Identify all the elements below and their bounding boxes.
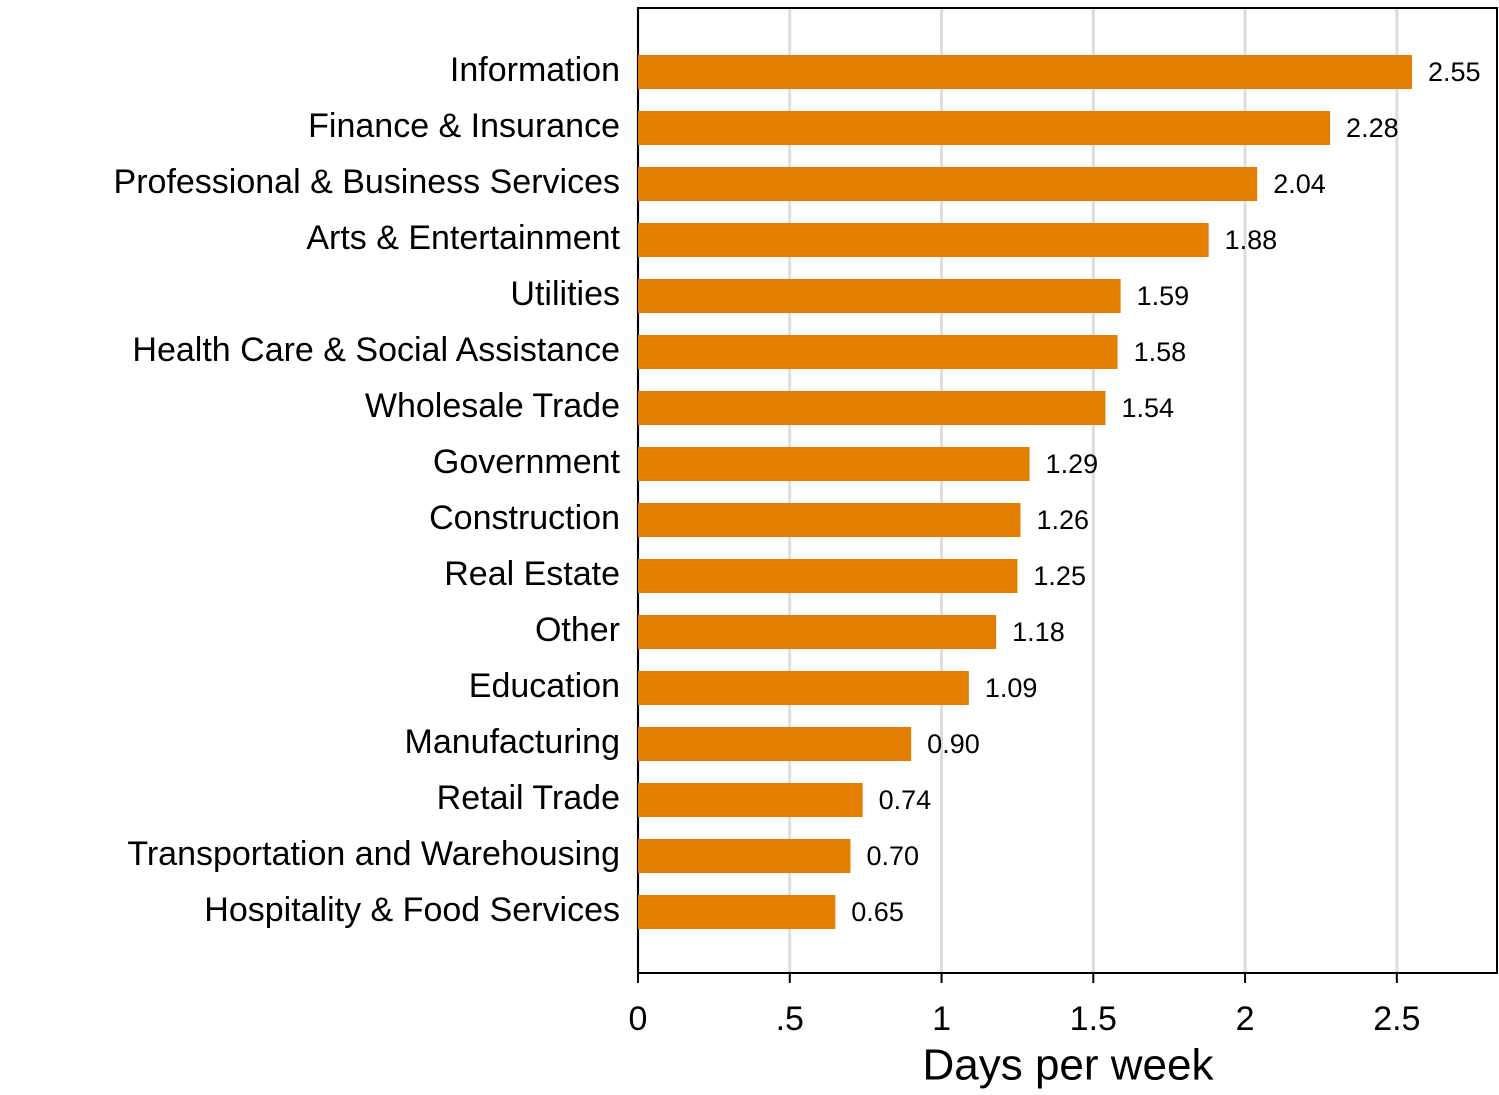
bar [638,503,1021,537]
y-tick-label: Other [535,611,620,649]
value-label: 2.04 [1273,169,1326,199]
value-label: 1.54 [1121,393,1174,423]
y-tick-label: Retail Trade [437,779,620,817]
bar [638,279,1121,313]
x-tick-label: 0 [629,1000,648,1038]
x-tick-label: 1.5 [1070,1000,1117,1038]
value-label: 1.18 [1012,617,1065,647]
value-label: 1.25 [1033,561,1086,591]
value-label: 0.90 [927,729,980,759]
value-label: 0.70 [866,841,919,871]
value-label: 1.88 [1225,225,1278,255]
value-label: 1.59 [1137,281,1190,311]
y-tick-label: Manufacturing [405,723,620,761]
value-label: 2.55 [1428,57,1481,87]
value-label: 2.28 [1346,113,1399,143]
bar [638,839,851,873]
value-label: 0.65 [851,897,904,927]
x-tick-label: 2 [1236,1000,1255,1038]
y-tick-label: Wholesale Trade [365,387,620,425]
x-axis-title: Days per week [922,1041,1214,1090]
y-tick-label: Government [433,443,621,481]
y-tick-label: Finance & Insurance [308,107,620,145]
bar [638,335,1118,369]
bar [638,447,1030,481]
y-tick-label: Construction [429,499,620,537]
plot-frame [637,7,1498,974]
bar [638,167,1258,201]
bar [638,55,1413,89]
y-tick-label: Utilities [510,275,620,313]
y-tick-label: Health Care & Social Assistance [132,331,620,369]
bar [638,727,912,761]
value-label: 1.58 [1134,337,1187,367]
bar [638,223,1209,257]
bar [638,559,1018,593]
x-tick-label: 2.5 [1373,1000,1420,1038]
y-tick-label: Hospitality & Food Services [204,891,620,929]
y-tick-label: Information [450,51,620,89]
bar [638,391,1106,425]
value-label: 1.29 [1046,449,1099,479]
bar [638,111,1331,145]
y-tick-label: Arts & Entertainment [306,219,620,257]
x-tick-label: .5 [776,1000,804,1038]
y-tick-label: Professional & Business Services [114,163,620,201]
x-tick-label: 1 [932,1000,951,1038]
value-label: 1.26 [1036,505,1089,535]
bar [638,895,836,929]
value-label: 1.09 [985,673,1038,703]
y-tick-label: Transportation and Warehousing [127,835,620,873]
value-label: 0.74 [879,785,932,815]
y-tick-label: Education [469,667,620,705]
bar [638,615,997,649]
bar [638,783,863,817]
bar [638,671,969,705]
y-tick-label: Real Estate [444,555,620,593]
